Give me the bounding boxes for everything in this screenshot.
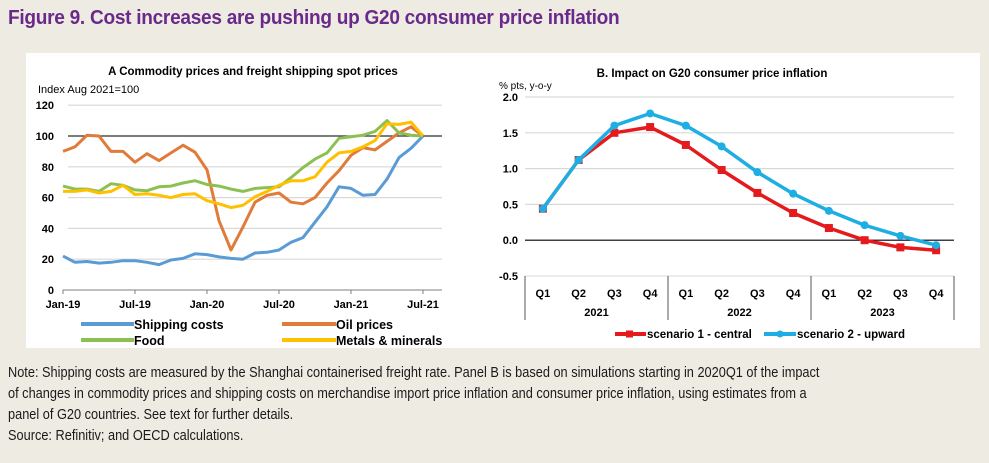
data-point-scenario2 [538, 204, 547, 213]
xtick-label: Jan-20 [190, 299, 225, 311]
category-label: Q2 [714, 288, 729, 300]
legend-label-food: Food [134, 334, 165, 348]
note-line: Note: Shipping costs are measured by the… [8, 365, 820, 381]
data-point-scenario2 [610, 121, 619, 130]
ytick-label: 120 [36, 100, 54, 112]
figure-note: Note: Shipping costs are measured by the… [8, 363, 985, 447]
series-line-shipping-costs [62, 134, 425, 267]
figure-title: Figure 9. Cost increases are pushing up … [8, 6, 620, 29]
data-point-scenario2 [860, 221, 869, 230]
data-point-scenario2 [789, 189, 798, 198]
data-point-scenario1 [896, 243, 905, 252]
data-point-scenario2 [646, 109, 655, 118]
group-label: 2021 [584, 307, 608, 319]
note-line: of changes in commodity prices and shipp… [8, 386, 807, 402]
charts-svg: A Commodity prices and freight shipping … [36, 66, 955, 348]
ytick-label: 0 [48, 285, 54, 297]
chart-b-title: B. Impact on G20 consumer price inflatio… [597, 68, 828, 80]
data-point-scenario2 [932, 241, 941, 250]
category-label: Q4 [929, 288, 945, 300]
ytick-label: 1.5 [503, 128, 518, 140]
ytick-label: 80 [42, 162, 54, 174]
category-label: Q1 [536, 288, 551, 300]
category-label: Q2 [571, 288, 586, 300]
chart-a: A Commodity prices and freight shipping … [36, 66, 443, 348]
chart-a-yticks: 0 20 40 60 80 100 120 [36, 100, 54, 297]
chart-panel: A Commodity prices and freight shipping … [26, 53, 980, 348]
chart-b-yticks: 2.0 1.5 1.0 0.5 0.0 -0.5 [499, 92, 518, 283]
ytick-label: 100 [36, 131, 54, 143]
data-point-scenario2 [824, 206, 833, 215]
note-line: panel of G20 countries. See text for fur… [8, 407, 294, 423]
chart-b: B. Impact on G20 consumer price inflatio… [499, 68, 955, 341]
data-point-scenario1 [824, 224, 833, 233]
data-point-scenario2 [896, 231, 905, 240]
category-label: Q2 [857, 288, 872, 300]
data-point-scenario2 [574, 156, 583, 165]
data-point-scenario1 [681, 140, 690, 149]
category-label: Q3 [893, 288, 908, 300]
ytick-label: 0.0 [503, 235, 518, 247]
chart-b-legend: scenario 1 - central scenario 2 - upward [615, 329, 905, 341]
data-point-scenario1 [753, 188, 762, 197]
data-point-scenario2 [753, 168, 762, 177]
group-label: 2022 [727, 307, 751, 319]
xtick-label: Jul-19 [119, 299, 151, 311]
chart-a-title: A Commodity prices and freight shipping … [108, 66, 398, 78]
data-point-scenario1 [932, 246, 941, 255]
data-point-scenario1 [717, 166, 726, 175]
ytick-label: 20 [42, 254, 54, 266]
category-label: Q3 [750, 288, 765, 300]
xtick-label: Jan-19 [46, 299, 81, 311]
group-label: 2023 [870, 307, 894, 319]
series-line-scenario2 [541, 111, 937, 247]
data-point-scenario1 [860, 236, 869, 245]
series-line-food [62, 119, 424, 193]
legend-marker-scenario1 [626, 330, 633, 338]
data-point-scenario1 [789, 208, 798, 217]
series-line-scenario1 [541, 125, 937, 252]
chart-a-series [62, 119, 425, 267]
legend-label-shipping: Shipping costs [134, 318, 224, 332]
ytick-label: 1.0 [503, 164, 518, 176]
legend-label-oil: Oil prices [336, 318, 393, 332]
series-line-metals-minerals [63, 120, 425, 210]
category-label: Q1 [822, 288, 837, 300]
data-point-scenario2 [681, 121, 690, 130]
source-line: Source: Refinitiv; and OECD calculations… [8, 428, 244, 444]
chart-b-xaxis: Q1 Q2 Q3 Q4 Q1 Q2 Q3 Q4 Q1 Q2 Q3 Q4 2021 2022 2023 [524, 275, 955, 320]
legend-label-scenario2: scenario 2 - upward [797, 329, 905, 341]
category-label: Q4 [786, 288, 802, 300]
chart-a-xaxis: Jan-19 Jul-19 Jan-20 Jul-20 Jan-21 Jul-21 [46, 289, 442, 311]
ytick-label: -0.5 [499, 271, 518, 283]
ytick-label: 60 [42, 193, 54, 205]
ytick-label: 0.5 [503, 199, 518, 211]
chart-a-ylabel: Index Aug 2021=100 [38, 84, 139, 96]
data-point-scenario2 [717, 142, 726, 151]
xtick-label: Jul-21 [407, 299, 439, 311]
legend-label-scenario1: scenario 1 - central [647, 329, 752, 341]
data-point-scenario1 [646, 123, 655, 132]
chart-b-gridlines [525, 96, 954, 241]
xtick-label: Jan-21 [334, 299, 369, 311]
ytick-label: 40 [42, 223, 54, 235]
ytick-label: 2.0 [503, 92, 518, 104]
xtick-label: Jul-20 [263, 299, 295, 311]
category-label: Q3 [607, 288, 622, 300]
chart-a-legend: Shipping costs Oil prices Food Metals & … [81, 318, 442, 348]
chart-b-ylabel: % pts, y-o-y [499, 81, 552, 92]
legend-label-metals: Metals & minerals [336, 334, 442, 348]
chart-b-series [538, 109, 941, 255]
category-label: Q4 [643, 288, 659, 300]
legend-marker-scenario2 [776, 330, 784, 338]
category-label: Q1 [679, 288, 694, 300]
data-point-scenario1 [610, 128, 619, 137]
